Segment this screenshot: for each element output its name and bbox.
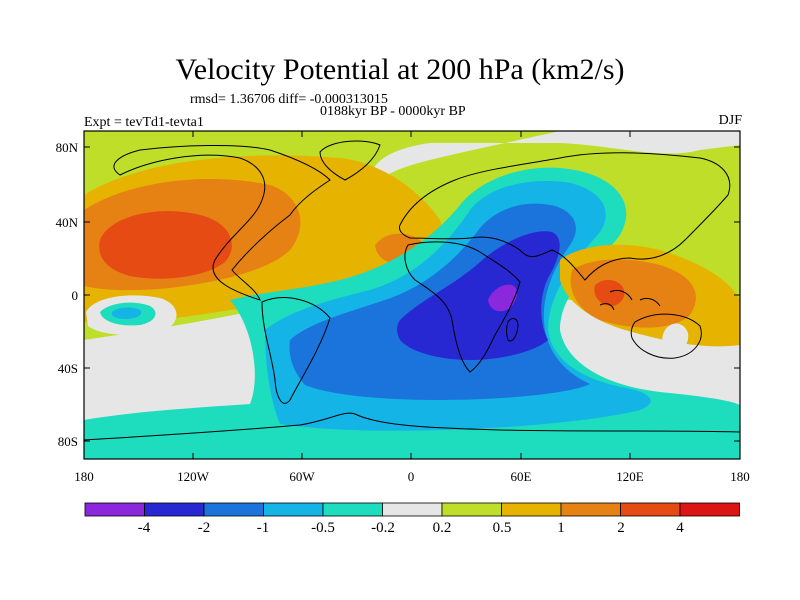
map-title: Velocity Potential at 200 hPa (km2/s) xyxy=(175,53,625,86)
africa-outline xyxy=(404,241,521,373)
longitude-labels: 180 120W 60W 0 60E 120E 180 xyxy=(74,469,750,484)
colorbar-label: 4 xyxy=(676,520,684,536)
lon-label: 120W xyxy=(177,469,210,484)
field-moderate-maritime xyxy=(570,259,696,328)
field-strong-maritime xyxy=(594,279,625,306)
colorbar-swatch xyxy=(322,502,383,517)
field-negative-half-east-pacific xyxy=(111,307,142,319)
field-negative-four xyxy=(488,284,518,312)
colorbar-swatch xyxy=(441,502,502,517)
lon-label: 180 xyxy=(730,469,750,484)
colorbar-swatch xyxy=(382,502,443,517)
australia-outline xyxy=(630,313,702,359)
colorbar-labels: -4 -2 -1 -0.5 -0.2 0.2 0.5 1 2 4 xyxy=(138,520,685,536)
colorbar-label: -4 xyxy=(138,520,151,536)
lon-label: 60W xyxy=(289,469,315,484)
field-neutral-north xyxy=(368,131,740,200)
lon-label: 120E xyxy=(616,469,644,484)
colorbar-label: 0.5 xyxy=(493,520,512,536)
colorbar-label: -0.2 xyxy=(371,520,395,536)
eurasia-outline xyxy=(399,152,731,281)
field-negative-two xyxy=(397,231,560,360)
period-label: 0188kyr BP - 0000kyr BP xyxy=(320,104,466,119)
season-label: DJF xyxy=(718,113,742,128)
experiment-label: Expt = tevTd1-tevta1 xyxy=(84,115,204,130)
maritime-islands-outline xyxy=(599,289,661,311)
colorbar-label: 2 xyxy=(617,520,625,536)
colorbar-label: -0.5 xyxy=(311,520,335,536)
lat-label: 40N xyxy=(56,215,79,230)
colorbar-swatch xyxy=(144,502,205,517)
velocity-potential-field xyxy=(84,131,740,459)
antarctica-outline xyxy=(84,412,740,441)
colorbar-swatch xyxy=(560,502,621,517)
colorbar-label: 1 xyxy=(557,520,565,536)
south-america-outline xyxy=(261,297,331,404)
coastlines xyxy=(84,140,740,441)
lon-label: 180 xyxy=(74,469,94,484)
madagascar-outline xyxy=(506,318,519,342)
latitude-labels: 80N 40N 0 40S 80S xyxy=(56,140,79,449)
lon-label: 0 xyxy=(408,469,415,484)
colorbar-label: -2 xyxy=(198,520,211,536)
north-america-outline xyxy=(113,145,331,301)
lat-label: 80S xyxy=(58,434,78,449)
rmsd-diff-label: rmsd= 1.36706 diff= -0.000313015 xyxy=(190,92,388,107)
colorbar-swatch xyxy=(263,502,324,517)
colorbar-swatch xyxy=(679,502,740,517)
colorbar xyxy=(84,502,740,517)
colorbar-swatch xyxy=(84,502,145,517)
lat-label: 40S xyxy=(58,361,78,376)
lat-label: 0 xyxy=(72,288,79,303)
colorbar-label: 0.2 xyxy=(433,520,452,536)
greenland-outline xyxy=(319,140,381,181)
tick-marks xyxy=(84,131,740,459)
colorbar-label: -1 xyxy=(257,520,270,536)
field-neutral-maritime xyxy=(662,323,689,353)
colorbar-swatch xyxy=(620,502,681,517)
lat-label: 80N xyxy=(56,140,79,155)
colorbar-swatch xyxy=(501,502,562,517)
lon-label: 60E xyxy=(511,469,532,484)
field-strong-pacific xyxy=(99,211,232,279)
colorbar-swatch xyxy=(203,502,264,517)
